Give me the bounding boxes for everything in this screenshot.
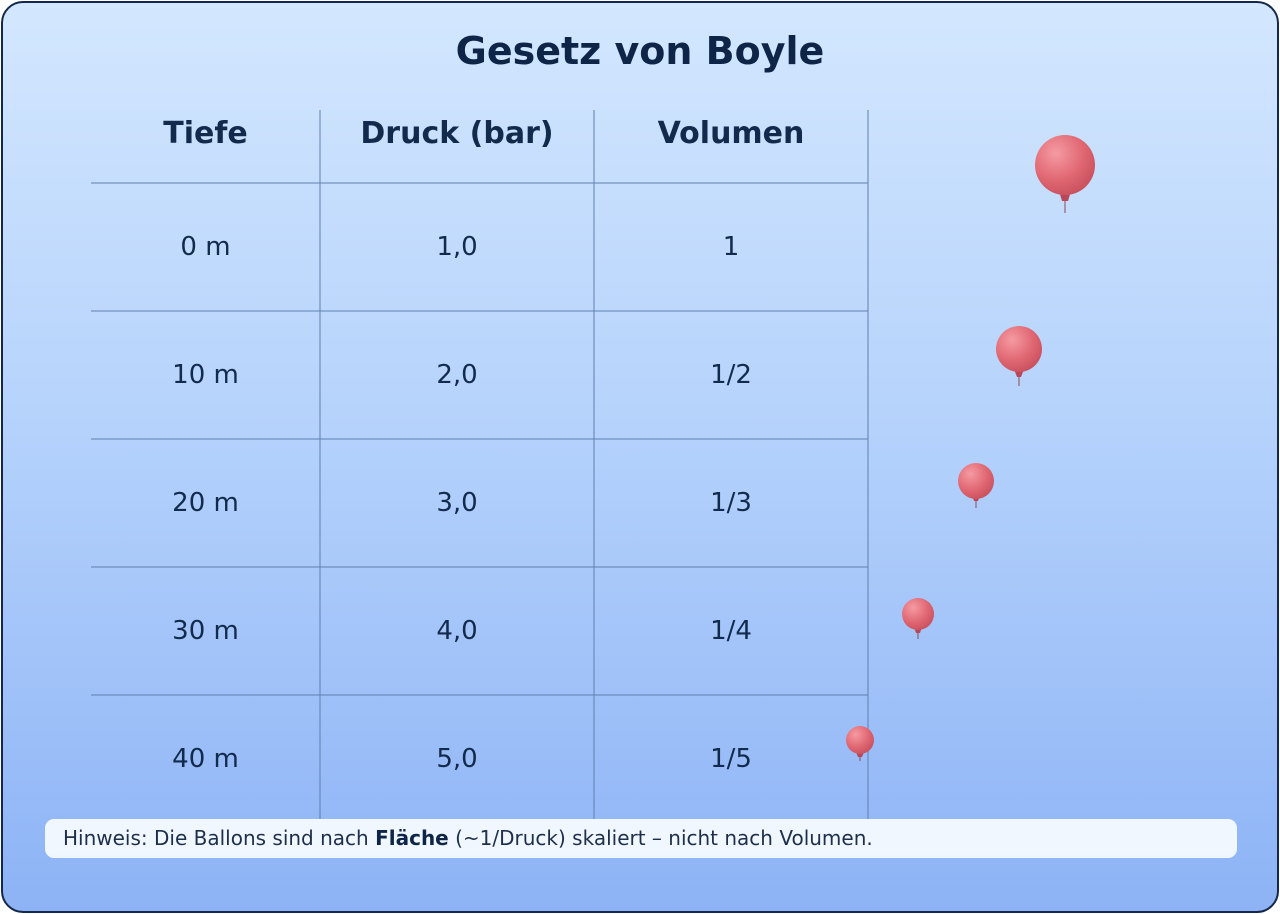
table-cell: 2,0 — [436, 360, 478, 390]
table-cell: 10 m — [172, 360, 239, 390]
header-cell: Druck (bar) — [360, 116, 554, 151]
note-text: Hinweis: Die Ballons sind nach — [63, 826, 376, 850]
table-cell: 0 m — [180, 232, 231, 262]
table-cell: 40 m — [172, 744, 239, 774]
decor — [91, 110, 1095, 819]
table-cell: 20 m — [172, 488, 239, 518]
note: Hinweis: Die Ballons sind nach Fläche (~… — [45, 819, 1237, 858]
table-cell: 1/2 — [710, 360, 752, 390]
table-cell: 1/4 — [710, 616, 752, 646]
table-cell: 5,0 — [436, 744, 478, 774]
table-cell: 1/3 — [710, 488, 752, 518]
header-cell: Volumen — [657, 116, 805, 151]
table-cell: 1 — [722, 232, 740, 262]
title: Gesetz von Boyle — [455, 29, 825, 73]
table-lines — [91, 110, 869, 819]
balloons — [846, 135, 1095, 761]
header-cell: Tiefe — [163, 116, 248, 151]
table-cell: 1/5 — [710, 744, 752, 774]
table-cell: 4,0 — [436, 616, 478, 646]
table-cell: 30 m — [172, 616, 239, 646]
table-cell: 1,0 — [436, 232, 478, 262]
table-cell: 3,0 — [436, 488, 478, 518]
note-text: (~1/Druck) skaliert – nicht nach Volumen… — [448, 826, 873, 850]
note-bold: Fläche — [375, 826, 449, 850]
